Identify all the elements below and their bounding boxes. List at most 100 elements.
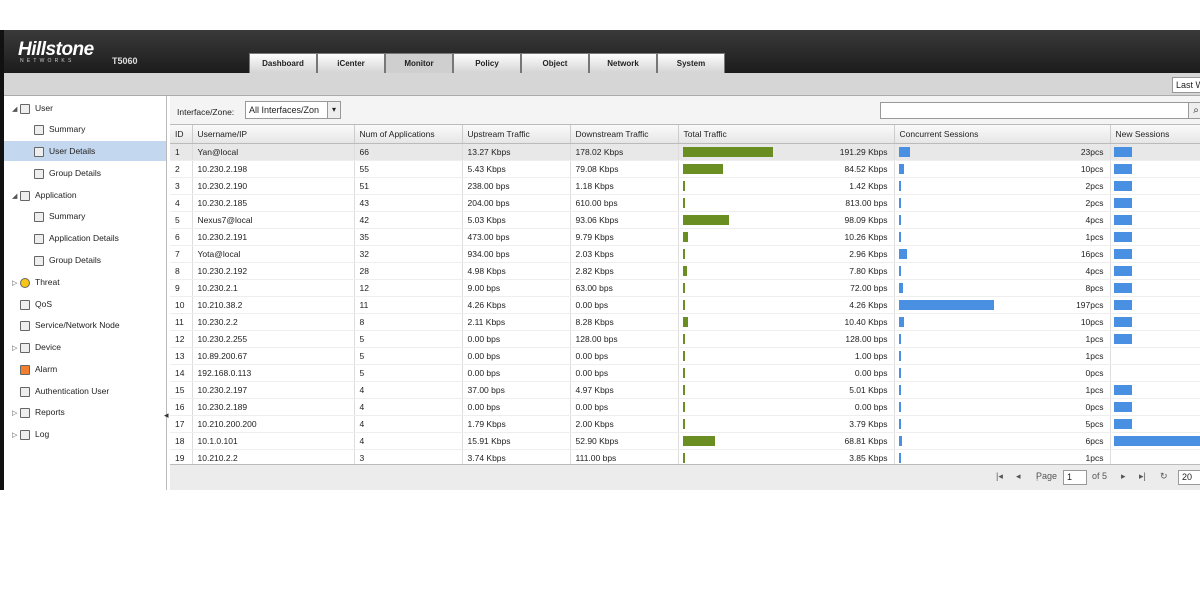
concurrent-sessions-value: 10pcs [1080, 163, 1104, 174]
sidebar-item-threat[interactable]: ▷ Threat [12, 272, 60, 292]
column-header[interactable]: Downstream Traffic [570, 125, 679, 144]
total-traffic-value: 2.96 Kbps [849, 248, 888, 259]
tab-system[interactable]: System [657, 53, 725, 73]
table-row[interactable]: 3 10.230.2.190 51 238.00 bps 1.18 Kbps 1.42 K… [170, 177, 1200, 195]
tab-dashboard[interactable]: Dashboard [249, 53, 317, 73]
collapse-icon[interactable]: ▷ [12, 280, 18, 287]
prev-page-icon[interactable]: ◂ [1016, 471, 1021, 481]
sidebar-item-user[interactable]: ◢ User [12, 98, 53, 118]
table-row[interactable]: 7 Yota@local 32 934.00 bps 2.03 Kbps 2.96 Kbp… [170, 245, 1200, 263]
sidebar-item-auth-user[interactable]: Authentication User [20, 381, 109, 401]
table-row[interactable]: 13 10.89.200.67 5 0.00 bps 0.00 bps 1.00 bps 1… [170, 347, 1200, 365]
refresh-icon[interactable]: ↻ [1160, 471, 1168, 481]
concurrent-sessions-bar [898, 418, 901, 429]
cell-down: 93.06 Kbps [570, 211, 679, 229]
sidebar-item-service-node[interactable]: Service/Network Node [20, 315, 120, 335]
sidebar-collapse-handle[interactable]: ◂ [164, 410, 169, 420]
total-traffic-value: 3.79 Kbps [849, 418, 888, 429]
table-row[interactable]: 1 Yan@local 66 13.27 Kbps 178.02 Kbps 191.29 … [170, 143, 1200, 161]
collapse-icon[interactable]: ▷ [12, 345, 18, 352]
cell-new-sessions [1110, 211, 1200, 229]
sidebar-item-application[interactable]: ◢ Application [12, 185, 77, 205]
next-page-icon[interactable]: ▸ [1121, 471, 1126, 481]
table-row[interactable]: 8 10.230.2.192 28 4.98 Kbps 2.82 Kbps 7.80 Kb… [170, 262, 1200, 280]
cell-user: Yan@local [192, 143, 355, 161]
cell-concurrent-sessions: 1pcs [894, 381, 1111, 399]
cell-apps: 28 [354, 262, 463, 280]
cell-new-sessions [1110, 398, 1200, 416]
total-traffic-bar [682, 180, 685, 191]
cell-user: 10.210.200.200 [192, 415, 355, 433]
group-icon [34, 255, 44, 266]
collapse-icon[interactable]: ▷ [12, 410, 18, 417]
new-sessions-bar [1113, 197, 1132, 208]
concurrent-sessions-value: 2pcs [1085, 180, 1104, 191]
main-panel: Interface/Zone: All Interfaces/Zon ▾ ⌕ ID… [170, 96, 1200, 490]
table-row[interactable]: 6 10.230.2.191 35 473.00 bps 9.79 Kbps 10.26 … [170, 228, 1200, 246]
table-row[interactable]: 4 10.230.2.185 43 204.00 bps 610.00 bps 813.0… [170, 194, 1200, 212]
table-row[interactable]: 19 10.210.2.2 3 3.74 Kbps 111.00 bps 3.85 Kbp… [170, 449, 1200, 464]
interface-zone-label: Interface/Zone: [177, 107, 235, 117]
column-header[interactable]: Username/IP [192, 125, 355, 144]
cell-new-sessions [1110, 347, 1200, 365]
table-row[interactable]: 16 10.230.2.189 4 0.00 bps 0.00 bps 0.00 bps 0… [170, 398, 1200, 416]
chevron-down-icon[interactable]: ▾ [327, 102, 340, 118]
sidebar-item-app-summary[interactable]: Summary [34, 206, 85, 226]
page-number-input[interactable]: 1 [1063, 470, 1087, 485]
table-row[interactable]: 14 192.168.0.113 5 0.00 bps 0.00 bps 0.00 bps… [170, 364, 1200, 382]
column-header[interactable]: ID [170, 125, 193, 144]
page-size-input[interactable]: 20 [1178, 470, 1200, 485]
table-row[interactable]: 5 Nexus7@local 42 5.03 Kbps 93.06 Kbps 98.09 … [170, 211, 1200, 229]
sidebar-item-user-details[interactable]: User Details [4, 141, 166, 161]
cell-id: 7 [170, 245, 193, 263]
interface-zone-value: All Interfaces/Zon [249, 105, 320, 115]
sidebar-item-alarm[interactable]: Alarm [20, 359, 57, 379]
first-page-icon[interactable]: |◂ [996, 471, 1003, 481]
column-header[interactable]: New Sessions [1110, 125, 1200, 144]
tab-icenter[interactable]: iCenter [317, 53, 385, 73]
cell-user: 10.210.2.2 [192, 449, 355, 464]
interface-zone-select[interactable]: All Interfaces/Zon ▾ [245, 101, 341, 119]
cell-up: 13.27 Kbps [462, 143, 571, 161]
sidebar-item-reports[interactable]: ▷ Reports [12, 402, 65, 422]
concurrent-sessions-value: 4pcs [1085, 214, 1104, 225]
sidebar-item-log[interactable]: ▷ Log [12, 424, 49, 444]
sidebar-item-app-details[interactable]: Application Details [34, 228, 119, 248]
column-header[interactable]: Total Traffic [678, 125, 895, 144]
concurrent-sessions-value: 6pcs [1085, 435, 1104, 446]
total-traffic-value: 3.85 Kbps [849, 452, 888, 463]
collapse-icon[interactable]: ▷ [12, 432, 18, 439]
tab-object[interactable]: Object [521, 53, 589, 73]
table-row[interactable]: 12 10.230.2.255 5 0.00 bps 128.00 bps 128.00 … [170, 330, 1200, 348]
table-row[interactable]: 15 10.230.2.197 4 37.00 bps 4.97 Kbps 5.01 Kb… [170, 381, 1200, 399]
sidebar-item-group-details[interactable]: Group Details [34, 163, 101, 183]
time-range-select[interactable]: Last W [1172, 77, 1200, 93]
expand-icon[interactable]: ◢ [12, 193, 18, 200]
table-row[interactable]: 18 10.1.0.101 4 15.91 Kbps 52.90 Kbps 68.81 K… [170, 432, 1200, 450]
table-row[interactable]: 11 10.230.2.2 8 2.11 Kbps 8.28 Kbps 10.40 Kbp… [170, 313, 1200, 331]
tab-network[interactable]: Network [589, 53, 657, 73]
cell-total-traffic: 2.96 Kbps [678, 245, 895, 263]
sidebar-item-device[interactable]: ▷ Device [12, 337, 61, 357]
table-row[interactable]: 9 10.230.2.1 12 9.00 bps 63.00 bps 72.00 bps 8… [170, 279, 1200, 297]
sidebar-item-app-group-details[interactable]: Group Details [34, 250, 101, 270]
total-traffic-value: 1.42 Kbps [849, 180, 888, 191]
expand-icon[interactable]: ◢ [12, 106, 18, 113]
table-row[interactable]: 10 10.210.38.2 11 4.26 Kbps 0.00 bps 4.26 Kbp… [170, 296, 1200, 314]
search-icon[interactable]: ⌕ [1188, 102, 1200, 119]
search-input[interactable] [880, 102, 1190, 119]
cell-total-traffic: 0.00 bps [678, 398, 895, 416]
last-page-icon[interactable]: ▸| [1139, 471, 1146, 481]
column-header[interactable]: Concurrent Sessions [894, 125, 1111, 144]
top-bar: Hillstone NETWORKS T5060 Dashboard iCente… [4, 30, 1200, 74]
sidebar-item-user-summary[interactable]: Summary [34, 119, 85, 139]
column-header[interactable]: Upstream Traffic [462, 125, 571, 144]
new-sessions-bar [1113, 299, 1132, 310]
column-header[interactable]: Num of Applications [354, 125, 463, 144]
sidebar-item-qos[interactable]: QoS [20, 294, 52, 314]
table-row[interactable]: 17 10.210.200.200 4 1.79 Kbps 2.00 Kbps 3.79 … [170, 415, 1200, 433]
tab-policy[interactable]: Policy [453, 53, 521, 73]
total-traffic-bar [682, 435, 715, 446]
tab-monitor[interactable]: Monitor [385, 53, 453, 74]
table-row[interactable]: 2 10.230.2.198 55 5.43 Kbps 79.08 Kbps 84.52 … [170, 160, 1200, 178]
